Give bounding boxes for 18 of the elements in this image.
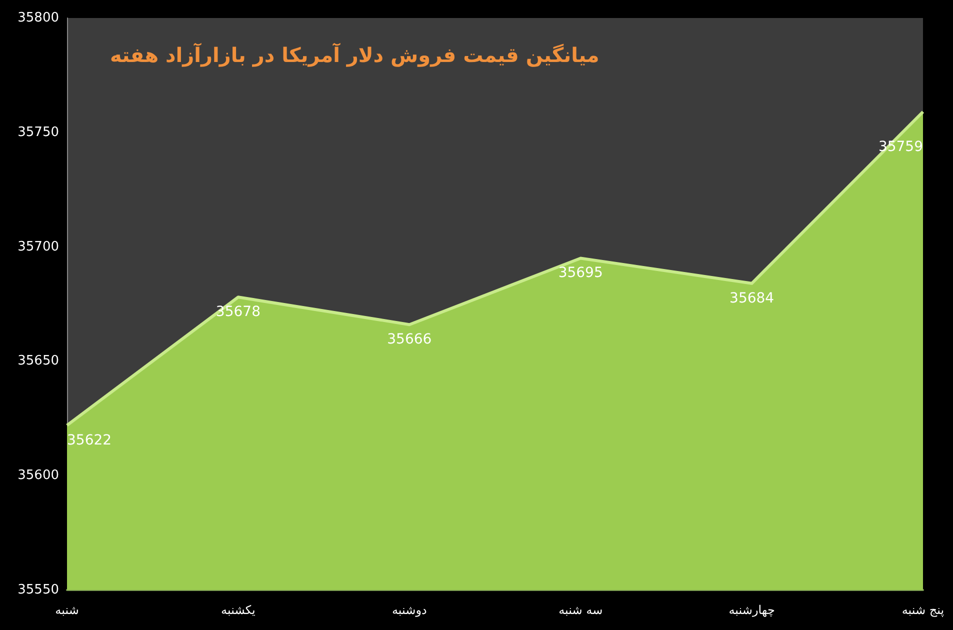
data-label: 35684 <box>730 290 774 306</box>
x-tick-label: دوشنبه <box>392 603 427 617</box>
x-tick-label: یکشنبه <box>221 603 256 617</box>
x-tick-label: چهارشنبه <box>728 603 775 617</box>
y-tick-label: 35800 <box>18 10 59 26</box>
y-tick-label: 35550 <box>18 582 59 598</box>
text: میانگین قیمت فروش دلار آمریکا در بازارآزاد هفته <box>110 42 600 67</box>
x-tick-label: شنبه <box>55 603 79 617</box>
data-label: 35622 <box>67 432 112 448</box>
y-tick-label: 35750 <box>18 124 59 140</box>
y-tick-label: 35650 <box>18 354 59 369</box>
data-label: 35695 <box>558 265 603 282</box>
data-label: 35678 <box>216 304 260 320</box>
x-tick-label: سه شنبه <box>558 603 603 617</box>
y-tick-label: 35600 <box>18 468 59 484</box>
data-label: 35666 <box>387 332 432 348</box>
y-tick-label: 35700 <box>18 239 59 254</box>
x-tick-label: پنج شنبه <box>902 603 944 617</box>
